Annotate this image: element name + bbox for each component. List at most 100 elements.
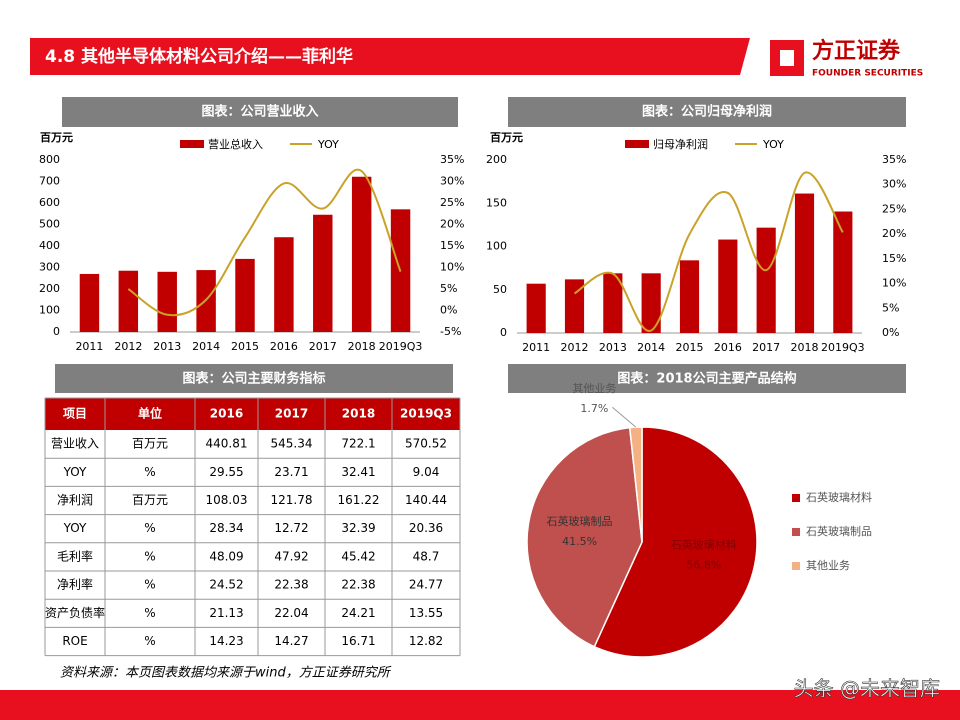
table-cell: 24.77 bbox=[409, 578, 443, 592]
y-tick-label: 0 bbox=[53, 325, 60, 338]
y2-tick-label: 5% bbox=[440, 282, 457, 295]
pie-slice bbox=[628, 426, 643, 543]
table-title: 图表：公司主要财务指标 bbox=[182, 371, 325, 387]
table-header-cell: 2016 bbox=[210, 407, 243, 421]
y2-tick-label: 35% bbox=[440, 153, 464, 166]
bar bbox=[313, 214, 333, 332]
table-cell: 12.82 bbox=[409, 634, 443, 648]
table-cell: 净利率 bbox=[57, 577, 93, 592]
table-header-bg bbox=[45, 398, 460, 430]
y2-tick-label: 20% bbox=[440, 218, 464, 231]
y-tick-label: 600 bbox=[39, 196, 60, 209]
line bbox=[127, 168, 402, 317]
y-tick-label: 400 bbox=[39, 239, 60, 252]
table-cell: 23.71 bbox=[274, 465, 308, 479]
table-cell: 121.78 bbox=[271, 493, 313, 507]
table-cell: 14.23 bbox=[209, 634, 243, 648]
x-tick-label: 2011 bbox=[522, 341, 550, 354]
table-cell: 资产负债率 bbox=[45, 605, 105, 620]
y-tick-label: 200 bbox=[39, 282, 60, 295]
y2-tick-label: 25% bbox=[440, 196, 464, 209]
table-cell: 22.38 bbox=[341, 578, 375, 592]
y-tick-label: 100 bbox=[39, 304, 60, 317]
legend-swatch bbox=[625, 140, 649, 148]
table-cell: % bbox=[144, 521, 155, 535]
header-title: 4.8 其他半导体材料公司介绍——菲利华 bbox=[45, 46, 353, 67]
y2-tick-label: 15% bbox=[440, 239, 464, 252]
y-tick-label: 500 bbox=[39, 218, 60, 231]
table-header-cell: 2018 bbox=[342, 407, 375, 421]
table-title-box bbox=[55, 364, 453, 393]
table-cell: 32.41 bbox=[341, 465, 375, 479]
y-tick-label: 0 bbox=[500, 326, 507, 339]
bar bbox=[833, 211, 853, 333]
y2-tick-label: 30% bbox=[440, 175, 464, 188]
y2-tick-label: 10% bbox=[440, 261, 464, 274]
table-cell: 9.04 bbox=[413, 465, 440, 479]
y-axis-label: 百万元 bbox=[40, 131, 73, 144]
bar bbox=[274, 237, 294, 332]
legend-label: 营业总收入 bbox=[208, 137, 263, 151]
x-tick-label: 2017 bbox=[309, 340, 337, 353]
table-cell: YOY bbox=[63, 465, 87, 479]
pie-slice bbox=[526, 426, 643, 648]
bar bbox=[641, 273, 661, 333]
slice-label: 石英玻璃制品 bbox=[547, 514, 613, 528]
table-header-cell: 2019Q3 bbox=[400, 407, 452, 421]
x-tick-label: 2011 bbox=[75, 340, 103, 353]
table-cell: 13.55 bbox=[409, 606, 443, 620]
y2-tick-label: 0% bbox=[882, 326, 899, 339]
y2-tick-label: 0% bbox=[440, 304, 457, 317]
x-tick-label: 2012 bbox=[114, 340, 142, 353]
slice-value: 56.8% bbox=[686, 558, 721, 571]
bar bbox=[603, 273, 623, 333]
y2-tick-label: 10% bbox=[882, 277, 906, 290]
legend-label: YOY bbox=[762, 138, 784, 151]
x-tick-label: 2012 bbox=[561, 341, 589, 354]
legend-swatch bbox=[180, 140, 204, 148]
legend-swatch bbox=[792, 562, 800, 570]
y-tick-label: 150 bbox=[486, 196, 507, 209]
table-cell: 28.34 bbox=[209, 521, 243, 535]
table-cell: % bbox=[144, 634, 155, 648]
x-tick-label: 2018 bbox=[348, 340, 376, 353]
legend-label: 石英玻璃材料 bbox=[806, 490, 872, 504]
x-tick-label: 2017 bbox=[752, 341, 780, 354]
chart-title: 图表：公司归母净利润 bbox=[642, 104, 772, 120]
bar bbox=[564, 279, 585, 333]
x-tick-label: 2015 bbox=[676, 341, 704, 354]
y2-tick-label: 15% bbox=[882, 252, 906, 265]
bar bbox=[79, 273, 100, 332]
bar bbox=[679, 260, 700, 333]
x-tick-label: 2019Q3 bbox=[379, 340, 423, 353]
logo-en: FOUNDER SECURITIES bbox=[812, 69, 923, 79]
y2-tick-label: 35% bbox=[882, 153, 906, 166]
table-cell: 45.42 bbox=[341, 549, 375, 563]
table-cell: 百万元 bbox=[132, 437, 168, 451]
legend-swatch bbox=[792, 528, 800, 536]
y-tick-label: 300 bbox=[39, 261, 60, 274]
y2-tick-label: 20% bbox=[882, 227, 906, 240]
x-tick-label: 2014 bbox=[637, 341, 665, 354]
header-band bbox=[30, 38, 750, 75]
x-tick-label: 2016 bbox=[714, 341, 742, 354]
table-cell: 161.22 bbox=[338, 493, 380, 507]
legend-label: 石英玻璃制品 bbox=[806, 524, 872, 538]
pie-slice bbox=[593, 426, 758, 658]
y-tick-label: 50 bbox=[493, 283, 507, 296]
table-cell: 47.92 bbox=[274, 549, 308, 563]
chart-title-box bbox=[508, 364, 906, 393]
footer-band bbox=[0, 690, 960, 720]
x-tick-label: 2014 bbox=[192, 340, 220, 353]
watermark: 头条 @未来智库 bbox=[794, 677, 940, 701]
y-tick-label: 200 bbox=[486, 153, 507, 166]
logo-icon-inner bbox=[780, 50, 794, 66]
table-cell: 570.52 bbox=[405, 437, 447, 451]
legend-label: 其他业务 bbox=[806, 559, 850, 572]
table-cell: 24.52 bbox=[209, 578, 243, 592]
table-cell: 440.81 bbox=[206, 437, 248, 451]
y-axis-label: 百万元 bbox=[490, 131, 523, 144]
legend-swatch bbox=[792, 494, 800, 502]
bar bbox=[756, 227, 776, 333]
